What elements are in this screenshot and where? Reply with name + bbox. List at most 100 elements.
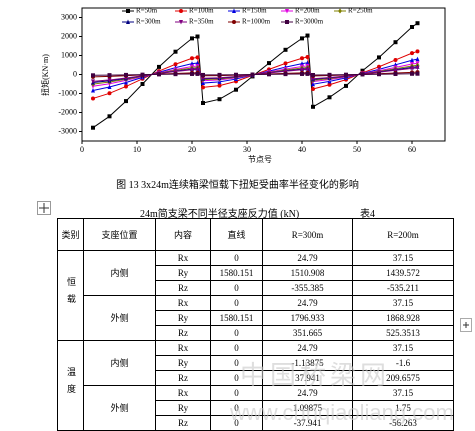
table-cell: Ry (155, 310, 211, 326)
table-cell: 1510.908 (262, 265, 353, 281)
marker (377, 72, 381, 77)
marker (285, 9, 289, 14)
marker (173, 72, 178, 77)
table-cell: 1580.151 (210, 310, 263, 326)
header-cell: 内容 (155, 218, 211, 251)
y-tick-label: -1000 (58, 88, 77, 97)
marker (91, 96, 95, 101)
table-cell: Rz (155, 280, 211, 296)
position-cell: 内侧 (83, 340, 156, 386)
legend-label: R=250m (348, 7, 373, 15)
table-cell: -1.6 (352, 355, 454, 371)
series-line (92, 22, 418, 129)
table-row: Ry 0 1.09875 1.75 (58, 400, 454, 416)
marker (410, 66, 414, 71)
marker (190, 61, 194, 66)
marker (393, 68, 398, 73)
marker (415, 49, 420, 54)
marker (107, 73, 112, 78)
marker (126, 19, 130, 24)
marker (360, 72, 365, 77)
table-cell: Ry (155, 400, 211, 416)
marker (140, 82, 145, 86)
x-tick-label: 60 (408, 145, 416, 154)
table-row: Rz 0 37.941 209.6575 (58, 370, 454, 386)
marker (107, 91, 112, 96)
marker (344, 83, 348, 88)
header-cell: 类别 (57, 218, 84, 251)
marker (201, 101, 205, 105)
marker (338, 8, 342, 14)
table-cell: 1439.572 (352, 265, 454, 281)
marker (201, 85, 205, 90)
table-cell: -56.263 (352, 415, 454, 431)
marker (232, 20, 236, 24)
table-cell: Rz (155, 415, 211, 431)
category-text: 恒载 (66, 276, 76, 311)
x-tick-label: 30 (243, 145, 251, 154)
marker (305, 54, 310, 59)
marker (234, 87, 238, 92)
marker (327, 82, 332, 87)
legend-label: R=150m (242, 7, 267, 15)
x-axis-label: 节点号 (248, 155, 272, 164)
marker (283, 72, 288, 77)
legend-label: R=350m (189, 18, 214, 26)
y-tick-label: 0 (73, 69, 77, 78)
marker (344, 72, 348, 77)
marker (300, 61, 304, 66)
watermark: 中国桥梁网 (240, 361, 391, 390)
table-row: Rz 0 351.665 525.3513 (58, 325, 454, 341)
move-icon[interactable] (37, 201, 51, 215)
marker (300, 67, 304, 73)
marker (300, 36, 304, 41)
y-tick-label: 1000 (61, 50, 77, 59)
marker (91, 125, 95, 130)
marker (393, 40, 398, 45)
caption: 图 13 3x24m连续箱梁恒载下扭矩受曲率半径变化的影响 (116, 180, 359, 191)
y-tick-label: -3000 (58, 126, 77, 135)
table-cell: -355.385 (262, 280, 353, 296)
marker (283, 47, 288, 52)
table-cell: 24.79 (262, 295, 353, 311)
marker (195, 67, 200, 73)
category-text: 温度 (66, 366, 76, 401)
table-cell: -535.211 (352, 280, 454, 296)
table-cell: 1868.928 (352, 310, 454, 326)
header-row: 类别 支座位置 内容 直线 R=300m R=200m (57, 218, 454, 251)
marker (377, 55, 381, 60)
marker (311, 87, 315, 92)
table-row: Rz 0 -37.941 -56.263 (58, 415, 454, 431)
table-cell: Ry (155, 265, 211, 281)
header-cell: 直线 (210, 218, 263, 251)
marker (107, 84, 112, 90)
table-cell: 525.3513 (352, 325, 454, 341)
table-cell: Rz (155, 325, 211, 341)
position-cell: 内侧 (83, 250, 156, 296)
marker (140, 72, 145, 77)
position-cell: 外侧 (83, 295, 156, 341)
table-cell: 24.79 (262, 250, 353, 266)
x-tick-label: 0 (80, 145, 84, 154)
category-cell: 温度 (57, 340, 84, 431)
add-button[interactable] (460, 318, 472, 332)
table-row: 外侧 Rx 0 24.79 37.15 (58, 295, 454, 341)
y-tick-label: 3000 (61, 12, 77, 21)
marker (157, 72, 161, 77)
legend-label: R=3000m (295, 18, 324, 26)
marker (300, 71, 304, 76)
marker (311, 104, 315, 109)
header-cell: R=300m (262, 218, 353, 251)
table-cell: Rz (155, 370, 211, 386)
marker (190, 71, 194, 76)
marker (415, 65, 420, 71)
table-cell: 1796.933 (262, 310, 353, 326)
marker (179, 9, 183, 13)
marker (217, 83, 222, 88)
marker (377, 64, 381, 69)
marker (415, 21, 420, 26)
table: 类别 支座位置 内容 直线 R=300m R=200m 恒载 内侧 Rx 0 24.79 37.15 R… (57, 218, 454, 431)
table-cell: 0 (210, 325, 263, 341)
marker (217, 72, 222, 77)
